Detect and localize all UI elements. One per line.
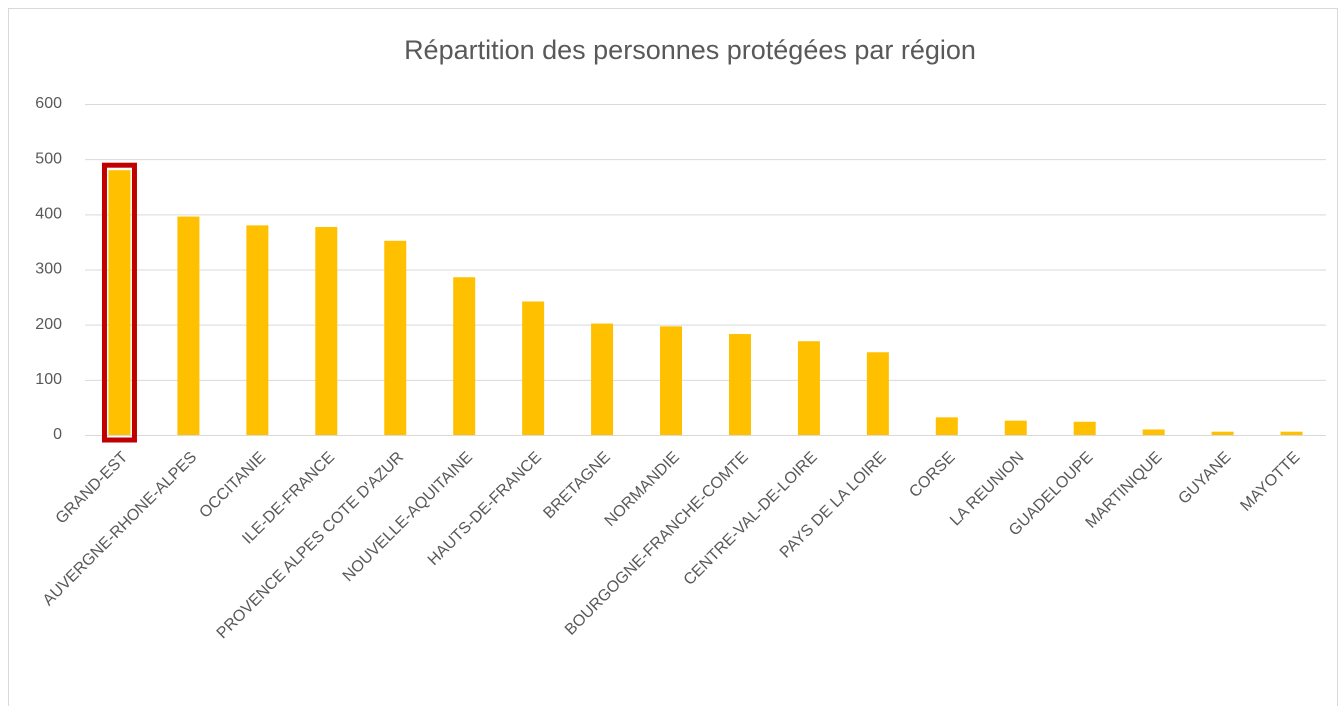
bar — [866, 352, 889, 435]
y-tick-label: 200 — [35, 316, 62, 333]
bar — [935, 417, 958, 435]
bar — [384, 240, 407, 435]
bar — [315, 227, 338, 435]
chart-title: Répartition des personnes protégées par … — [404, 35, 976, 65]
bar — [591, 323, 614, 435]
y-tick-label: 400 — [35, 206, 62, 223]
y-tick-label: 500 — [35, 150, 62, 167]
bar — [1073, 421, 1096, 435]
highlight-box — [101, 162, 137, 443]
bar — [1142, 429, 1165, 435]
y-tick-label: 0 — [53, 426, 62, 443]
bar — [522, 301, 545, 435]
bar — [177, 216, 200, 435]
bar — [797, 341, 820, 435]
bar — [1280, 431, 1303, 435]
y-tick-label: 100 — [35, 371, 62, 388]
bar — [453, 277, 476, 435]
bar — [1211, 431, 1234, 435]
bar — [246, 225, 269, 435]
bar — [728, 334, 751, 435]
y-tick-label: 600 — [35, 95, 62, 112]
bar — [108, 170, 131, 435]
bar — [1004, 420, 1027, 435]
y-tick-label: 300 — [35, 261, 62, 278]
bar — [660, 326, 683, 435]
